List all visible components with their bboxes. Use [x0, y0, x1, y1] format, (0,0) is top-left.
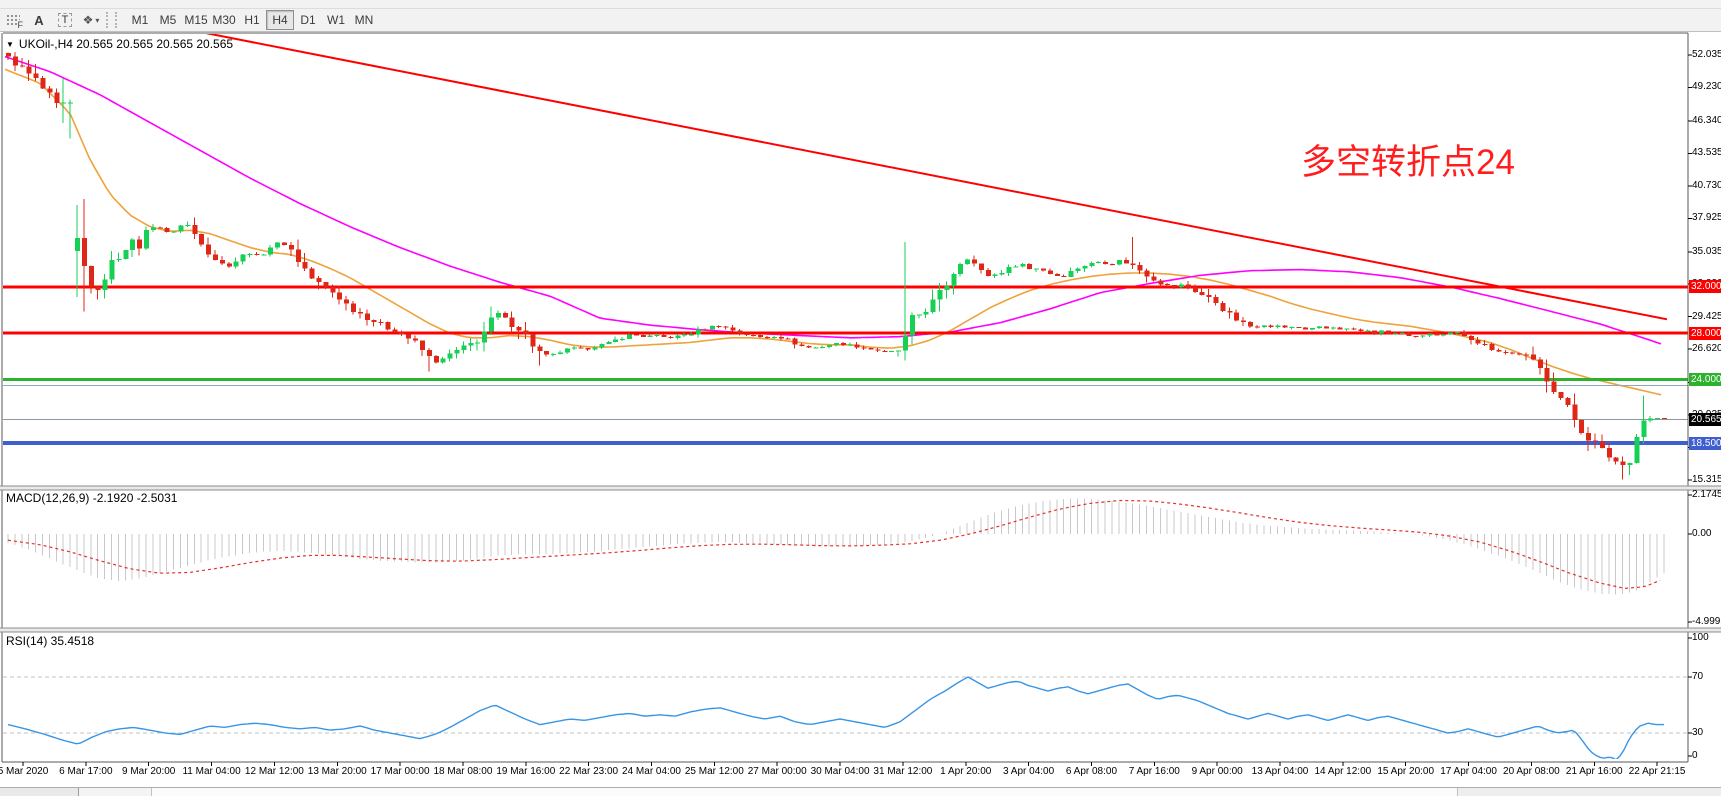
- axis-tick-label: 40.730: [1692, 179, 1721, 191]
- time-axis-label: 11 Mar 04:00: [182, 766, 241, 777]
- status-pane: [0, 788, 79, 796]
- time-axis-label: 17 Apr 04:00: [1440, 766, 1497, 777]
- time-axis-label: 5 Mar 2020: [0, 766, 49, 777]
- axis-tick-label: -4.9995: [1692, 616, 1721, 627]
- axis-tick-label: 35.035: [1692, 245, 1721, 257]
- time-axis-label: 13 Apr 04:00: [1251, 766, 1309, 777]
- axis-tick-label: 26.620: [1692, 343, 1721, 355]
- axis-tick-label: 49.230: [1692, 81, 1721, 93]
- chart-title: ▼ UKOil-,H4 20.565 20.565 20.565 20.565: [6, 37, 233, 51]
- timeframe-button-m15[interactable]: M15: [184, 13, 208, 27]
- axis-tick-label: 15.315: [1692, 474, 1721, 486]
- time-axis-label: 12 Mar 12:00: [244, 766, 304, 777]
- arrow-shapes-tool[interactable]: ❖ ▾: [79, 10, 103, 30]
- time-axis-label: 13 Mar 20:00: [307, 766, 367, 777]
- price-level-badge: 32.000: [1689, 280, 1721, 294]
- time-axis-label: 6 Apr 08:00: [1065, 766, 1118, 777]
- timeframe-button-m5[interactable]: M5: [159, 13, 177, 27]
- letter-t-icon: T: [57, 13, 73, 27]
- price-level-badge: 20.565: [1689, 412, 1721, 426]
- status-pane: [152, 788, 1458, 796]
- time-axis-label: 3 Apr 04:00: [1003, 766, 1055, 777]
- time-axis-label: 19 Mar 16:00: [496, 766, 556, 777]
- timeframe-button-mn[interactable]: MN: [354, 13, 374, 27]
- axis-tick-label: 70: [1692, 671, 1704, 682]
- text-tool[interactable]: T: [53, 10, 77, 30]
- chart-title-text: UKOil-,H4 20.565 20.565 20.565 20.565: [18, 37, 234, 51]
- timeframe-button-d1[interactable]: D1: [300, 13, 316, 27]
- axis-tick-label: 2.1745: [1692, 489, 1721, 501]
- upper-toolbar-remnant: [0, 0, 1721, 9]
- shapes-icon: ❖: [82, 13, 94, 27]
- time-axis-label: 20 Apr 08:00: [1503, 766, 1560, 777]
- time-axis-label: 25 Mar 12:00: [684, 766, 744, 777]
- toolbar-grip[interactable]: [106, 12, 117, 28]
- axis-tick-label: 43.535: [1692, 147, 1721, 159]
- time-axis-label: 31 Mar 12:00: [873, 766, 933, 777]
- grid-dots-icon: F: [6, 14, 24, 30]
- time-axis-label: 1 Apr 20:00: [940, 766, 992, 777]
- time-axis-label: 22 Apr 21:15: [1628, 766, 1686, 777]
- time-axis-label: 30 Mar 04:00: [810, 766, 870, 777]
- time-axis-label: 9 Apr 00:00: [1191, 766, 1243, 777]
- timeframe-button-h1[interactable]: H1: [244, 13, 260, 27]
- timeframe-button-w1[interactable]: W1: [327, 13, 345, 27]
- time-axis-label: 6 Mar 17:00: [59, 766, 113, 777]
- status-strip: [0, 787, 1721, 796]
- axis-tick-label: 37.925: [1692, 212, 1721, 224]
- axis-tick-label: 0.00: [1692, 528, 1712, 539]
- axis-tick-label: 0: [1692, 750, 1698, 761]
- chart-quote-dropdown-icon[interactable]: ▼: [6, 39, 14, 49]
- chevron-down-icon: ▾: [95, 15, 100, 25]
- axis-tick-label: 100: [1692, 632, 1709, 643]
- macd-indicator-label: MACD(12,26,9) -2.1920 -2.5031: [6, 491, 178, 505]
- price-level-badge: 24.000: [1689, 373, 1721, 386]
- time-axis-label: 7 Apr 16:00: [1128, 766, 1180, 777]
- time-axis-label: 9 Mar 20:00: [122, 766, 176, 777]
- timeframe-button-h4[interactable]: H4: [266, 10, 294, 30]
- price-level-badge: 28.000: [1689, 326, 1721, 340]
- time-axis-label: 22 Mar 23:00: [559, 766, 619, 777]
- time-axis-label: 24 Mar 04:00: [622, 766, 681, 777]
- axis-tick-label: 52.035: [1692, 49, 1721, 60]
- annotation-text[interactable]: 多空转折点24: [1301, 143, 1515, 182]
- axis-tick-label: 30: [1692, 727, 1704, 738]
- timeframe-button-m1[interactable]: M1: [131, 13, 149, 27]
- time-axis-label: 17 Mar 00:00: [370, 766, 430, 777]
- letter-a-icon: A: [34, 12, 44, 28]
- status-pane: [1458, 788, 1721, 796]
- axis-tick-label: 46.340: [1692, 114, 1721, 126]
- time-axis-label: 21 Apr 16:00: [1565, 766, 1623, 777]
- time-axis-label: 18 Mar 08:00: [433, 766, 493, 777]
- axis-tick-label: 29.425: [1692, 310, 1721, 322]
- rsi-indicator-label: RSI(14) 35.4518: [6, 634, 95, 648]
- docking-grip-f-icon[interactable]: F: [1, 10, 25, 30]
- status-pane: [79, 788, 152, 796]
- time-axis-label: 15 Apr 20:00: [1377, 766, 1435, 777]
- timeframe-buttons: M1 M5 M15 M30 H1 H4 D1 W1 MN: [126, 10, 378, 30]
- time-axis-label: 27 Mar 00:00: [747, 766, 807, 777]
- timeframe-button-m30[interactable]: M30: [212, 13, 236, 27]
- text-label-tool[interactable]: A: [27, 10, 51, 30]
- toolbar: F A T ❖ ▾ M1 M5 M15 M30 H1 H4 D1 W1 MN: [0, 9, 1721, 32]
- time-axis-label: 14 Apr 12:00: [1314, 766, 1372, 777]
- price-level-badge: 18.500: [1689, 436, 1721, 450]
